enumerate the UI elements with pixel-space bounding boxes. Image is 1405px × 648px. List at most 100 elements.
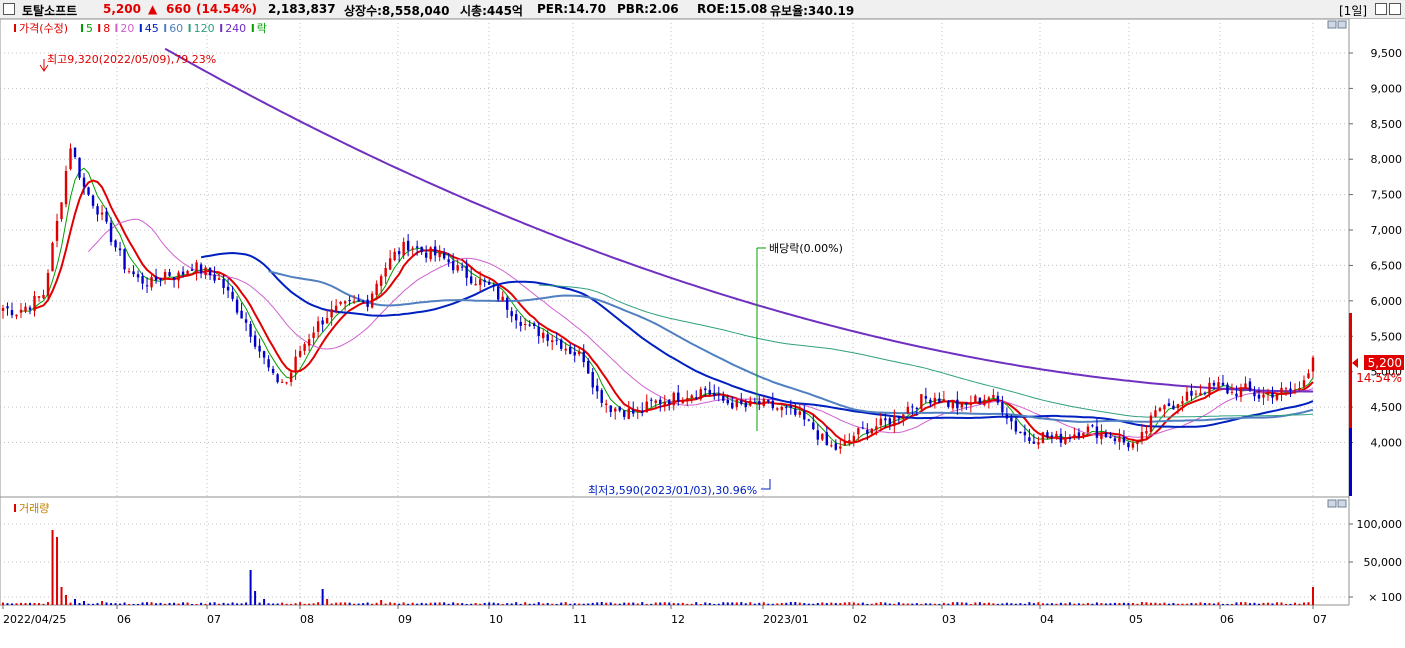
candle-body [10, 310, 14, 316]
volume-bar [627, 602, 630, 605]
candle-body [438, 252, 441, 257]
volume-bar [929, 603, 932, 605]
candle-body [1239, 387, 1243, 397]
volume-bar [1109, 603, 1112, 605]
candle-body [370, 293, 374, 308]
volume-bar [258, 602, 261, 605]
panel-shrink-icon[interactable] [1327, 20, 1337, 29]
volume-bar [281, 602, 284, 605]
candle-body [51, 242, 54, 272]
volume-bar [416, 603, 419, 605]
volume-bar [83, 601, 86, 605]
y-tick-label: 8,500 [1371, 118, 1403, 131]
volume-bar [1118, 602, 1121, 605]
candle-body [866, 429, 869, 435]
candle-body [429, 247, 432, 260]
volume-bar [1176, 603, 1179, 605]
x-tick-label: 03 [942, 613, 956, 626]
volume-bar [96, 603, 99, 605]
volume-bar [371, 603, 374, 605]
volume-bar [1280, 602, 1283, 605]
volume-bar [1100, 603, 1103, 605]
panel-expand-icon[interactable] [1337, 20, 1347, 29]
candle-body [379, 276, 383, 286]
candle-body [195, 262, 198, 273]
candle-body [411, 248, 414, 250]
candle-body [1271, 393, 1274, 398]
volume-bar [870, 603, 873, 605]
candle-body [771, 400, 774, 409]
vol-panel-expand-icon[interactable] [1337, 499, 1347, 508]
volume-bar [11, 603, 14, 605]
candle-body [888, 418, 892, 425]
volume-bar [353, 603, 356, 605]
volume-bar [1028, 602, 1031, 605]
period-selector[interactable]: [1일] [1339, 4, 1368, 18]
volume-bar [272, 603, 275, 605]
candle-body [442, 252, 446, 259]
candle-body [307, 339, 311, 346]
volume-bar [1271, 603, 1274, 605]
candle-body [1073, 434, 1076, 437]
volume-bar [1208, 603, 1211, 605]
candle-body [816, 430, 820, 440]
volume-bar [380, 600, 383, 605]
y-tick-label: 5,500 [1371, 330, 1403, 343]
volume-bar [1302, 602, 1305, 605]
volume-bar [740, 602, 743, 605]
volume-bar [456, 603, 459, 605]
candle-body [6, 306, 9, 309]
minimize-icon[interactable] [1375, 3, 1387, 15]
candle-body [181, 271, 185, 275]
x-tick-label: 2023/01 [763, 613, 809, 626]
select-checkbox[interactable] [3, 3, 15, 15]
volume-bar [906, 603, 909, 605]
candle-body [681, 400, 684, 404]
volume-bar [672, 602, 675, 605]
volume-bar [168, 602, 171, 605]
volume-bar [888, 603, 891, 605]
volume-bar [1077, 603, 1080, 605]
volume-bar [623, 602, 626, 605]
volume-bar [339, 602, 342, 605]
x-tick-label: 06 [1220, 613, 1234, 626]
volume-bar [686, 603, 689, 605]
volume-bar [663, 602, 666, 605]
volume-bar [681, 602, 684, 605]
volume-bar [915, 603, 918, 605]
volume-bar [56, 537, 59, 605]
legend-item: 60 [169, 22, 183, 35]
volume-tick-label: × 100 [1368, 591, 1402, 604]
candle-body [505, 297, 509, 310]
candle-body [1100, 432, 1103, 440]
per-value: PER:14.70 [537, 2, 606, 16]
volume-bar [101, 601, 104, 605]
high-label: 최고9,320(2022/05/09),79.23% [47, 53, 216, 66]
volume-bar [942, 602, 945, 605]
volume-bar [1266, 602, 1269, 605]
candle-body [578, 351, 581, 355]
volume-bar [677, 603, 680, 605]
legend-swatch [14, 24, 16, 32]
volume-bar [578, 603, 581, 605]
candle-body [1086, 426, 1090, 433]
candle-body [474, 284, 477, 286]
y-tick-label: 7,000 [1371, 224, 1403, 237]
candle-body [1014, 420, 1018, 432]
current-price: 5,200 [103, 2, 141, 16]
volume-bar [65, 595, 68, 605]
candle-body [1185, 391, 1189, 401]
candle-body [1302, 380, 1306, 387]
candle-body [136, 274, 140, 278]
candle-body [843, 441, 847, 446]
candle-body [186, 270, 189, 277]
candle-body [1172, 405, 1175, 410]
candle-body [969, 403, 973, 406]
volume-bar [173, 602, 176, 605]
candle-body [780, 406, 783, 411]
vol-panel-shrink-icon[interactable] [1327, 499, 1337, 508]
candle-body [298, 351, 302, 357]
close-icon[interactable] [1389, 3, 1401, 15]
candle-body [789, 405, 793, 408]
candle-body [451, 261, 455, 271]
